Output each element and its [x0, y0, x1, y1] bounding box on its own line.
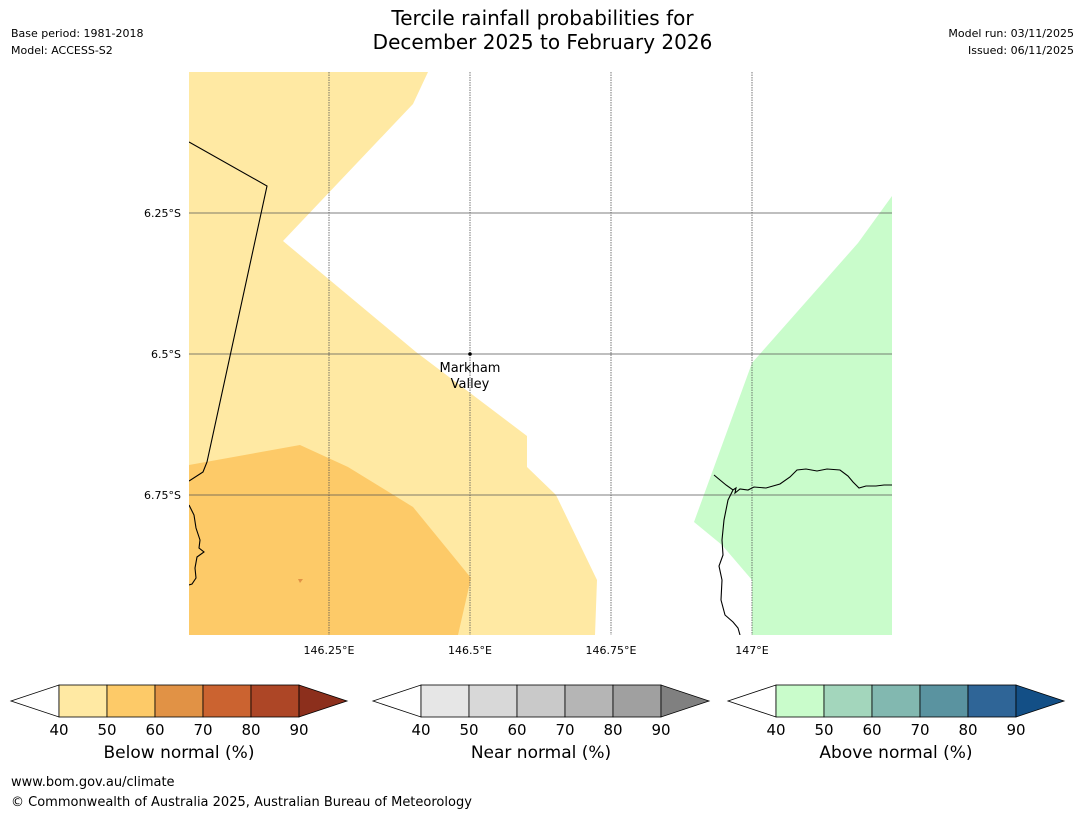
below-normal-colorbar-tick-label: 80 — [241, 721, 260, 739]
province-boundary — [189, 141, 268, 482]
below-normal-colorbar-low-extension — [9, 684, 60, 718]
above-normal-colorbar-segment — [871, 684, 921, 718]
below-normal-colorbar-high-extension — [298, 684, 349, 718]
above-normal-colorbar-low-extension — [726, 684, 777, 718]
above-normal-colorbar-segment — [919, 684, 969, 718]
below-normal-colorbar-tick-label: 40 — [49, 721, 68, 739]
river — [718, 489, 741, 635]
footer-url: www.bom.gov.au/climate — [11, 775, 175, 790]
near-normal-colorbar-low-extension — [371, 684, 422, 718]
above-normal-colorbar-tick-label: 50 — [814, 721, 833, 739]
near-normal-colorbar-segment — [612, 684, 662, 718]
base-period-text: Base period: 1981-2018 — [11, 27, 144, 40]
above-normal-colorbar-tick-label: 90 — [1006, 721, 1025, 739]
footer-copyright: © Commonwealth of Australia 2025, Austra… — [11, 795, 472, 810]
below-normal-60-70-speck — [298, 579, 303, 583]
model-run-text: Model run: 03/11/2025 — [948, 27, 1074, 40]
coastline — [713, 468, 892, 495]
above-normal-colorbar-segment — [967, 684, 1017, 718]
above-normal-colorbar-tick-label: 60 — [862, 721, 881, 739]
below-normal-colorbar-segment — [250, 684, 300, 718]
above-normal-40-50-region — [694, 196, 892, 635]
lon-label-146-75: 146.75°E — [586, 644, 637, 657]
colorbar-legends: 40 50 60 70 80 90 40 50 60 70 80 90 40 50 60 70 80 90 — [9, 684, 1066, 739]
above-normal-colorbar-segment — [823, 684, 873, 718]
above-normal-colorbar-segment — [775, 684, 825, 718]
near-normal-colorbar-segment — [564, 684, 614, 718]
lon-label-146-25: 146.25°E — [304, 644, 355, 657]
near-normal-colorbar-tick-label: 50 — [459, 721, 478, 739]
above-normal-colorbar-tick-label: 70 — [910, 721, 929, 739]
above-normal-colorbar-high-extension — [1015, 684, 1066, 718]
below-normal-colorbar-title: Below normal (%) — [103, 743, 255, 763]
above-normal-colorbar-tick-label: 80 — [958, 721, 977, 739]
near-normal-colorbar-segment — [468, 684, 518, 718]
below-normal-colorbar-tick-label: 60 — [145, 721, 164, 739]
near-normal-colorbar-segment — [516, 684, 566, 718]
lat-label-6-5: 6.5°S — [151, 348, 181, 361]
markham-valley-marker — [468, 352, 472, 356]
below-normal-colorbar-tick-label: 90 — [289, 721, 308, 739]
near-normal-colorbar-tick-label: 90 — [651, 721, 670, 739]
near-normal-colorbar-high-extension — [660, 684, 711, 718]
place-label-line-1: Markham — [440, 361, 501, 376]
near-normal-colorbar-segment — [420, 684, 470, 718]
title-line-2: December 2025 to February 2026 — [372, 30, 713, 54]
near-normal-colorbar-tick-label: 80 — [603, 721, 622, 739]
below-normal-50-60-region — [189, 445, 471, 635]
model-text: Model: ACCESS-S2 — [11, 44, 113, 57]
lat-label-6-25: 6.25°S — [144, 207, 181, 220]
below-normal-colorbar-segment — [58, 684, 108, 718]
issued-text: Issued: 06/11/2025 — [967, 44, 1074, 57]
map-plot-area — [189, 72, 892, 635]
title-line-1: Tercile rainfall probabilities for — [391, 6, 694, 30]
near-normal-colorbar-tick-label: 70 — [555, 721, 574, 739]
below-normal-colorbar-segment — [106, 684, 156, 718]
header-left-info: Base period: 1981-2018 Model: ACCESS-S2 — [11, 25, 143, 59]
below-normal-colorbar-tick-label: 50 — [97, 721, 116, 739]
above-normal-colorbar-title: Above normal (%) — [819, 743, 973, 763]
lat-label-6-75: 6.75°S — [144, 489, 181, 502]
near-normal-colorbar-tick-label: 40 — [411, 721, 430, 739]
near-normal-colorbar-title: Near normal (%) — [470, 743, 612, 763]
lon-label-147: 147°E — [735, 644, 768, 657]
chart-title: Tercile rainfall probabilities for Decem… — [0, 6, 1085, 54]
place-label-line-2: Valley — [451, 377, 490, 392]
below-normal-colorbar-segment — [202, 684, 252, 718]
lon-label-146-5: 146.5°E — [448, 644, 492, 657]
near-normal-colorbar-tick-label: 60 — [507, 721, 526, 739]
above-normal-colorbar-tick-label: 40 — [766, 721, 785, 739]
below-normal-colorbar-segment — [154, 684, 204, 718]
header-right-info: Model run: 03/11/2025 Issued: 06/11/2025 — [948, 25, 1074, 59]
below-normal-colorbar-tick-label: 70 — [193, 721, 212, 739]
western-boundary — [189, 504, 205, 586]
